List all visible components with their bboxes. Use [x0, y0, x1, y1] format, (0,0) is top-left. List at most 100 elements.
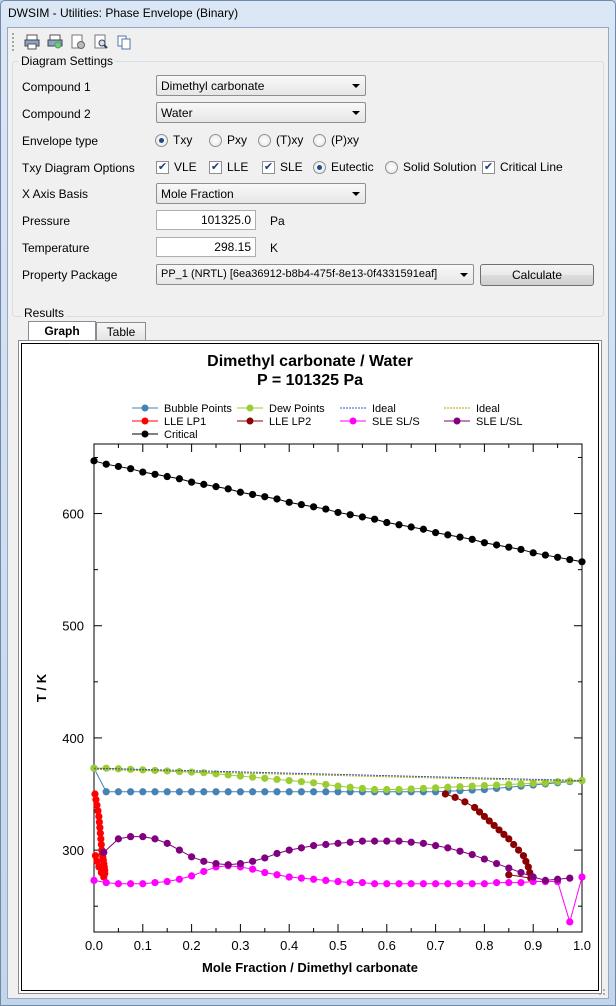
phase-envelope-chart[interactable]: Dimethyl carbonate / Water P = 101325 Pa B… [21, 343, 599, 991]
data-point [441, 790, 449, 798]
critical-line-checkbox[interactable]: ✔ Critical Line [482, 160, 563, 174]
data-point [517, 879, 525, 887]
legend-marker [349, 417, 357, 425]
chart-svg[interactable]: Dimethyl carbonate / Water P = 101325 Pa B… [22, 344, 598, 990]
data-point [432, 784, 440, 792]
envelope-type-label: Envelope type [22, 134, 99, 148]
data-point [419, 839, 427, 847]
x-tick-label: 0.0 [85, 938, 103, 953]
compound2-select[interactable]: Water [156, 102, 366, 123]
radio-dot[interactable] [258, 133, 271, 147]
radio-p-xy[interactable]: (P)xy [313, 133, 359, 147]
zoom-icon[interactable] [91, 32, 111, 52]
data-point [468, 850, 476, 859]
x-tick-label: 0.3 [231, 938, 249, 953]
radio-t-xy[interactable]: (T)xy [258, 133, 303, 147]
data-point [188, 853, 196, 861]
data-point [493, 541, 501, 549]
data-point [236, 788, 244, 796]
data-point [139, 833, 147, 841]
check-icon[interactable]: ✔ [209, 160, 222, 174]
property-package-value: PP_1 (NRTL) [6ea36912-b8b4-475f-8e13-0f4… [161, 268, 438, 280]
data-point [371, 880, 379, 888]
data-point [297, 788, 305, 796]
radio-dot[interactable] [313, 160, 326, 174]
property-package-select[interactable]: PP_1 (NRTL) [6ea36912-b8b4-475f-8e13-0f4… [156, 264, 474, 285]
page-setup-icon[interactable] [68, 32, 88, 52]
compound1-select[interactable]: Dimethyl carbonate [156, 75, 366, 96]
data-point [273, 495, 281, 503]
x-tick-label: 0.6 [378, 938, 396, 953]
x-tick-label: 0.9 [524, 938, 542, 953]
legend-entry: SLE L/SL [476, 416, 522, 428]
radio-dot[interactable] [155, 133, 168, 147]
data-point [224, 861, 232, 869]
data-point [127, 788, 135, 796]
data-point [261, 788, 269, 796]
data-point [102, 879, 110, 887]
sle-checkbox[interactable]: ✔ SLE [262, 160, 303, 174]
data-point [471, 803, 479, 812]
diagram-settings-title: Diagram Settings [19, 54, 116, 68]
radio-txy[interactable]: Txy [155, 133, 192, 147]
data-point [297, 844, 305, 852]
x-axis-basis-select[interactable]: Mole Fraction [156, 183, 366, 204]
vle-label: VLE [174, 160, 197, 174]
data-point [285, 846, 293, 854]
data-point [224, 788, 232, 796]
print-preview-icon[interactable] [45, 32, 65, 52]
data-point [139, 468, 147, 476]
data-point [200, 867, 208, 876]
check-icon[interactable]: ✔ [156, 160, 169, 174]
property-package-label: Property Package [22, 268, 118, 282]
data-point [97, 835, 105, 843]
calculate-button[interactable]: Calculate [480, 264, 594, 286]
vle-checkbox[interactable]: ✔ VLE [156, 160, 197, 174]
data-point [346, 879, 354, 887]
data-point [212, 483, 220, 491]
tab-graph[interactable]: Graph [28, 321, 96, 341]
printer-icon[interactable] [22, 32, 42, 52]
radio-dot[interactable] [385, 160, 398, 174]
data-point [97, 868, 105, 877]
data-point [505, 835, 513, 843]
data-point [249, 490, 257, 499]
data-point [444, 844, 452, 852]
tab-table[interactable]: Table [96, 322, 146, 341]
compound2-value: Water [161, 106, 193, 120]
data-point [334, 877, 342, 886]
pressure-input[interactable]: 101325.0 [156, 210, 256, 230]
data-point [100, 848, 108, 856]
results-title: Results [22, 306, 67, 320]
radio-solid-solution[interactable]: Solid Solution [385, 160, 476, 174]
data-point [285, 776, 293, 785]
toolbar-grip[interactable] [12, 33, 16, 51]
sle-label: SLE [280, 160, 303, 174]
radio-eutectic[interactable]: Eutectic [313, 160, 374, 174]
lle-label: LLE [227, 160, 249, 174]
radio-p-xy-label: (P)xy [331, 133, 359, 147]
lle-checkbox[interactable]: ✔ LLE [209, 160, 248, 174]
data-point [485, 817, 493, 825]
data-point [91, 790, 99, 798]
data-point [444, 783, 452, 791]
radio-dot[interactable] [313, 133, 326, 147]
radio-dot[interactable] [209, 133, 222, 147]
graph-tab-page: Dimethyl carbonate / Water P = 101325 Pa B… [18, 340, 602, 994]
check-icon[interactable]: ✔ [482, 160, 495, 174]
critical-line-label: Critical Line [500, 160, 563, 174]
x-axis-label: Mole Fraction / Dimethyl carbonate [202, 960, 418, 975]
y-tick-label: 300 [62, 843, 84, 858]
data-point [285, 873, 293, 881]
data-point [475, 808, 484, 816]
data-point [554, 553, 562, 561]
data-point [273, 849, 281, 858]
radio-pxy[interactable]: Pxy [209, 133, 247, 147]
resize-grip-icon[interactable] [596, 986, 606, 996]
data-point [468, 535, 476, 543]
data-point [541, 876, 550, 884]
copy-icon[interactable] [114, 32, 134, 52]
check-icon[interactable]: ✔ [262, 160, 275, 174]
temperature-input[interactable]: 298.15 [156, 237, 256, 257]
data-point [212, 788, 220, 796]
